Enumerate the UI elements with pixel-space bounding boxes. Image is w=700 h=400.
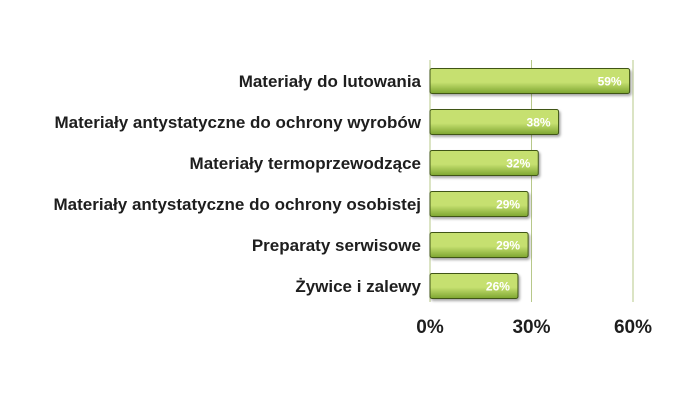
category-label-5: Żywice i zalewy	[295, 277, 421, 296]
category-label-1: Materiały antystatyczne do ochrony wyrob…	[54, 113, 421, 132]
bar-1	[429, 109, 560, 135]
x-tick-label-1: 30%	[512, 317, 550, 338]
category-label-0: Materiały do lutowania	[239, 72, 422, 91]
value-label-2: 32%	[506, 157, 530, 171]
x-tick-label-0: 0%	[416, 317, 444, 338]
bar-2	[429, 150, 539, 176]
x-tick-label-2: 60%	[614, 317, 652, 338]
bar-3	[429, 191, 529, 217]
category-label-2: Materiały termoprzewodzące	[190, 154, 421, 173]
bars: 59% 38% 32% 29% 29% 26%	[429, 68, 631, 299]
category-label-4: Preparaty serwisowe	[252, 236, 421, 255]
bar-5	[429, 273, 519, 299]
category-labels: Materiały do lutowania Materiały antystat…	[54, 72, 422, 296]
value-label-0: 59%	[598, 75, 622, 89]
value-label-1: 38%	[527, 116, 551, 130]
bar-0	[429, 68, 631, 94]
bar-4	[429, 232, 529, 258]
value-label-4: 29%	[496, 239, 520, 253]
value-label-3: 29%	[496, 198, 520, 212]
x-axis-ticks: 0% 30% 60%	[416, 317, 652, 338]
value-label-5: 26%	[486, 280, 510, 294]
grid-lines	[429, 60, 634, 302]
category-label-3: Materiały antystatyczne do ochrony osobi…	[54, 195, 421, 214]
